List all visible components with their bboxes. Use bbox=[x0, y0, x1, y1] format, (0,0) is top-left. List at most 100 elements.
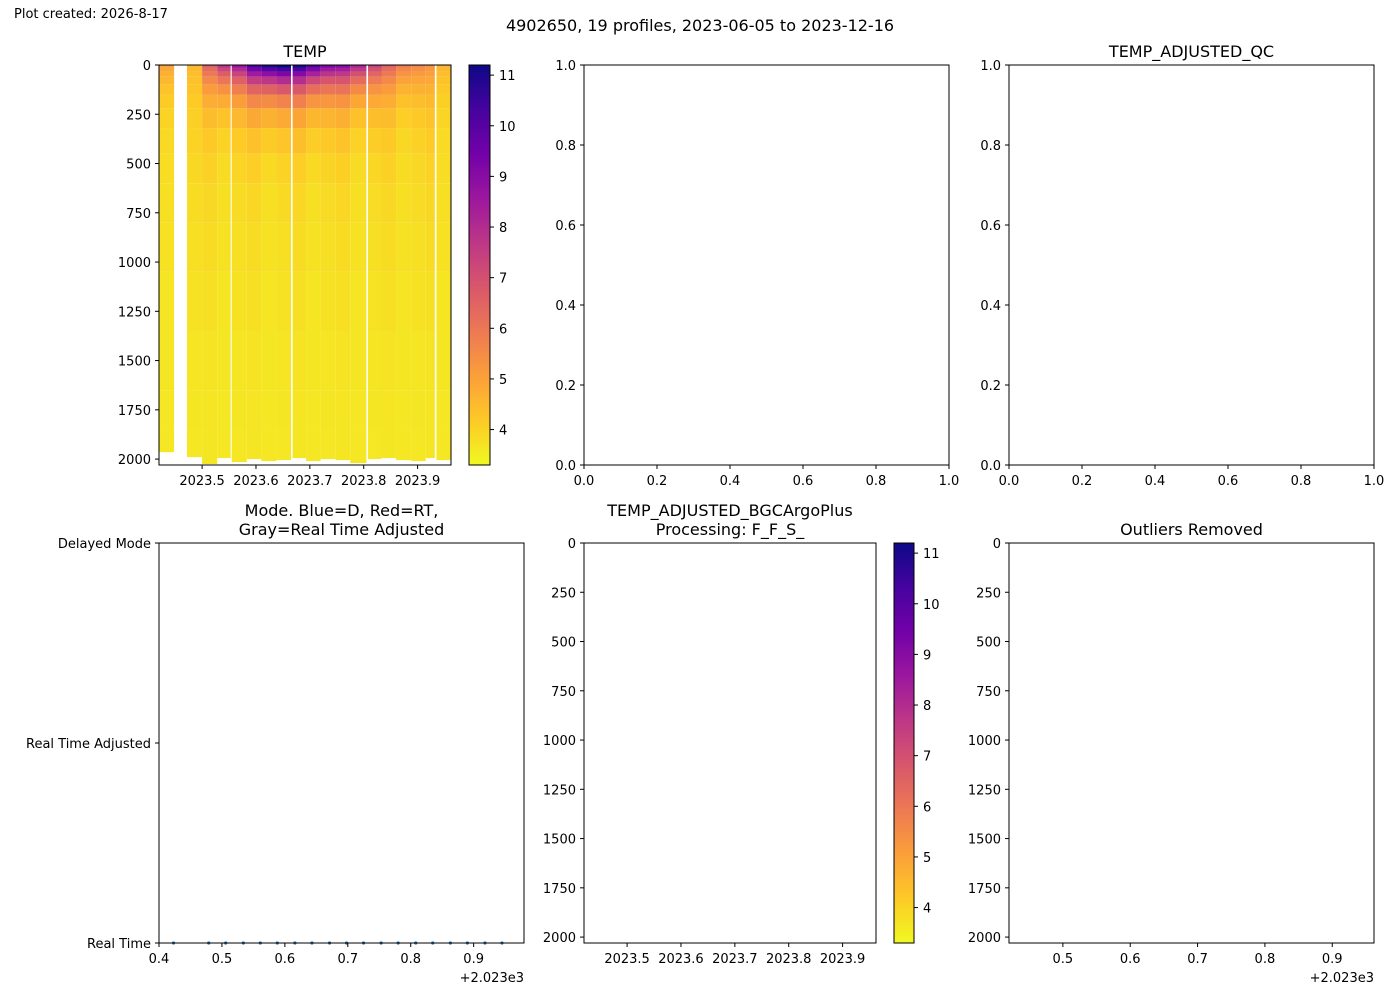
x-tick-label: 1.0 bbox=[939, 474, 960, 489]
y-tick-label: 0.2 bbox=[980, 379, 1001, 394]
heatmap-cell bbox=[217, 71, 231, 77]
x-tick-label: 2023.9 bbox=[820, 952, 866, 967]
heatmap-cell bbox=[231, 84, 247, 95]
heatmap-cell bbox=[411, 153, 426, 184]
colorbar-tick-label: 11 bbox=[923, 547, 940, 562]
heatmap-cell bbox=[261, 84, 277, 95]
heatmap-cell bbox=[231, 153, 247, 184]
heatmap-cell bbox=[306, 84, 321, 95]
y-tick-label: 0.0 bbox=[980, 459, 1001, 474]
axes-frame bbox=[1008, 542, 1375, 944]
heatmap-cell bbox=[350, 271, 367, 332]
heatmap-cell bbox=[202, 390, 218, 430]
heatmap-cell bbox=[335, 67, 351, 72]
heatmap-cell bbox=[411, 271, 426, 332]
panel-temp: 2023.5 2023.6 2023.7 2023.8 2023.9 0 250 500 750… bbox=[118, 42, 516, 489]
heatmap-cell bbox=[396, 183, 412, 223]
heatmap-cell bbox=[368, 183, 382, 223]
x-tick-label: 0.5 bbox=[212, 952, 233, 967]
y-tick-label: 1750 bbox=[968, 882, 1001, 897]
heatmap-cell bbox=[436, 76, 451, 85]
colorbar-tick-label: 8 bbox=[499, 221, 507, 236]
heatmap-cell bbox=[381, 76, 397, 85]
heatmap-cell bbox=[187, 67, 203, 72]
x-tick-label: 0.4 bbox=[149, 952, 170, 967]
heatmap-cell bbox=[396, 222, 412, 272]
heatmap-cell bbox=[411, 65, 426, 68]
heatmap-cell bbox=[436, 94, 451, 109]
heatmap-cell bbox=[261, 331, 277, 391]
heatmap-cell bbox=[350, 67, 367, 72]
heatmap-cell bbox=[396, 331, 412, 391]
heatmap-cell bbox=[335, 128, 351, 154]
x-tick-label: 0.7 bbox=[1187, 952, 1208, 967]
heatmap-cell bbox=[368, 390, 382, 430]
heatmap-cell bbox=[202, 222, 218, 272]
y-tick-label: 0 bbox=[568, 537, 576, 552]
heatmap-cell bbox=[411, 71, 426, 77]
plot-created-label: Plot created: 2026-8-17 bbox=[14, 7, 168, 22]
heatmap-cell bbox=[261, 71, 277, 77]
y-tick-label: 1000 bbox=[118, 256, 151, 271]
colorbar-tick-label: 7 bbox=[499, 272, 507, 287]
heatmap-cell bbox=[246, 183, 262, 223]
heatmap-cell bbox=[231, 94, 247, 109]
heatmap-cell bbox=[231, 222, 247, 272]
heatmap-cell bbox=[187, 76, 203, 85]
heatmap-cell bbox=[292, 94, 307, 109]
x-tick-label: 0.2 bbox=[1072, 474, 1093, 489]
heatmap-cell bbox=[396, 390, 412, 430]
heatmap-cell bbox=[187, 94, 203, 109]
heatmap-cell bbox=[292, 128, 307, 154]
heatmap-cell bbox=[320, 429, 336, 460]
y-tick-label: 1500 bbox=[543, 833, 576, 848]
x-tick-label: 0.9 bbox=[1322, 952, 1343, 967]
x-tick-label: 2023.5 bbox=[179, 474, 225, 489]
heatmap-cell bbox=[276, 222, 291, 272]
x-tick-label: 1.0 bbox=[1364, 474, 1385, 489]
axes-title-line: Processing: F_F_S_ bbox=[656, 520, 805, 540]
x-tick-label: 0.5 bbox=[1053, 952, 1074, 967]
x-tick-label: 0.6 bbox=[275, 952, 296, 967]
y-tick-label: 1.0 bbox=[555, 59, 576, 74]
heatmap-cell bbox=[246, 429, 262, 460]
heatmap-cell bbox=[368, 222, 382, 272]
heatmap-cell bbox=[202, 71, 218, 77]
heatmap-cell bbox=[261, 153, 277, 184]
x-tick-label: 2023.6 bbox=[658, 952, 704, 967]
heatmap-cell bbox=[350, 76, 367, 85]
axes-frame bbox=[158, 64, 452, 466]
y-tick-label: 1.0 bbox=[980, 59, 1001, 74]
heatmap-cell bbox=[217, 84, 231, 95]
heatmap-cell bbox=[231, 67, 247, 72]
heatmap-cell bbox=[306, 71, 321, 77]
heatmap-cell bbox=[396, 108, 412, 129]
x-tick-label: 0.6 bbox=[1120, 952, 1141, 967]
heatmap-cell bbox=[335, 84, 351, 95]
heatmap-cell bbox=[246, 65, 262, 68]
heatmap-cell bbox=[335, 429, 351, 461]
colorbar-tick-label: 4 bbox=[923, 902, 931, 917]
y-tick-label: 250 bbox=[126, 108, 151, 123]
x-tick-label: 0.7 bbox=[337, 952, 358, 967]
heatmap-cell bbox=[381, 183, 397, 223]
x-tick-label: 0.4 bbox=[1145, 474, 1166, 489]
heatmap-cell bbox=[231, 65, 247, 68]
heatmap-cell bbox=[217, 108, 231, 129]
heatmap-cell bbox=[368, 65, 382, 68]
heatmap-cell bbox=[202, 153, 218, 184]
heatmap-cell bbox=[320, 222, 336, 272]
axes-frame bbox=[583, 64, 950, 466]
heatmap-cell bbox=[187, 128, 203, 154]
heatmap-cell bbox=[276, 390, 291, 430]
heatmap-cell bbox=[436, 390, 451, 430]
heatmap-cell bbox=[292, 84, 307, 95]
heatmap-cell bbox=[159, 390, 175, 430]
x-offset-label: +2.023e3 bbox=[1310, 971, 1374, 986]
heatmap-cell bbox=[425, 183, 435, 223]
panel-temp-adjusted-qc: 0.0 0.2 0.4 0.6 0.8 1.0 0.0 0.2 0.4 0.6 0.8 1.0 TEMP… bbox=[980, 42, 1384, 489]
x-tick-label: 2023.8 bbox=[766, 952, 812, 967]
heatmap-cell bbox=[261, 429, 277, 462]
x-tick-label: 0.2 bbox=[647, 474, 668, 489]
heatmap-cell bbox=[320, 94, 336, 109]
